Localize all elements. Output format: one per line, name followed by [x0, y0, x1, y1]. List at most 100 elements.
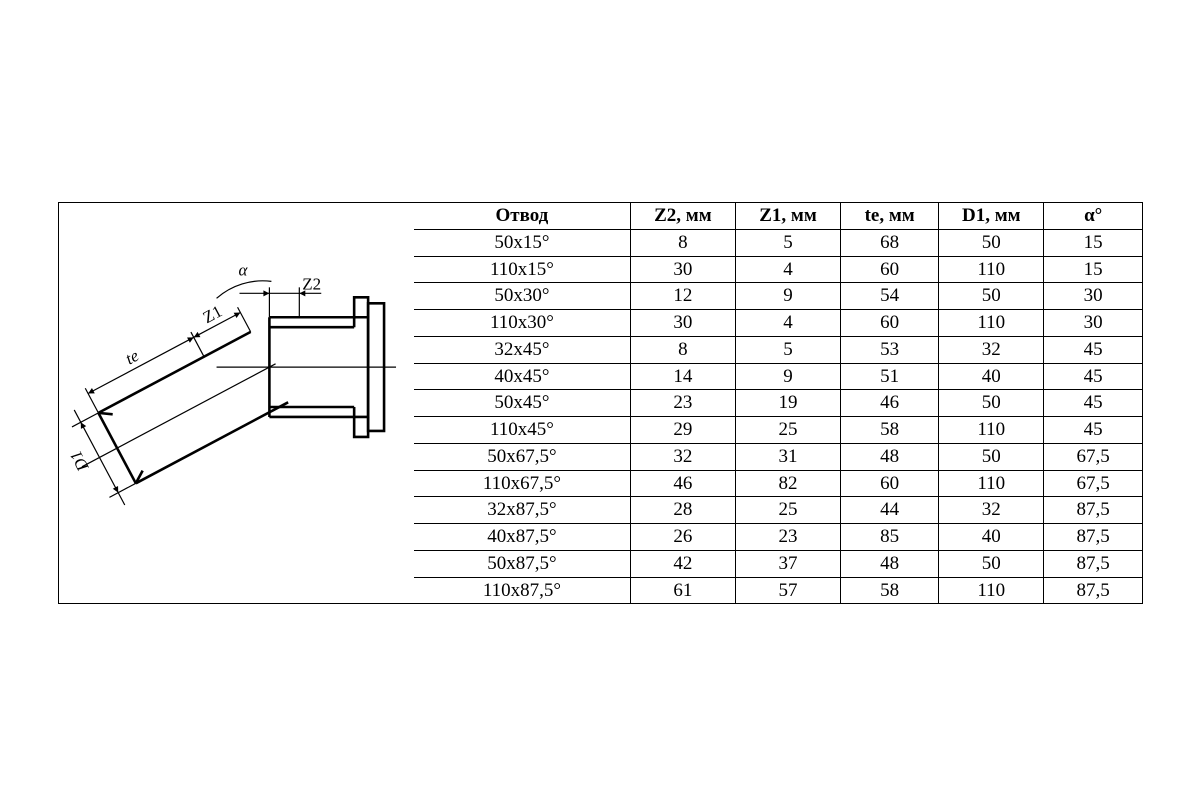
- col-header: D1, мм: [939, 203, 1044, 229]
- cell: 23: [735, 524, 840, 551]
- cell: 110: [939, 256, 1044, 283]
- cell: 50: [939, 390, 1044, 417]
- cell: 28: [630, 497, 735, 524]
- table-row: 50x67,5° 32 31 48 50 67,5: [414, 443, 1142, 470]
- cell: 46: [841, 390, 939, 417]
- cell: 68: [841, 229, 939, 256]
- cell: 32: [939, 336, 1044, 363]
- diagram-label-z1: Z1: [200, 302, 226, 328]
- cell: 50: [939, 443, 1044, 470]
- cell: 110: [939, 417, 1044, 444]
- cell: 110x15°: [414, 256, 630, 283]
- cell: 48: [841, 443, 939, 470]
- page: α Z2 Z1 te D1 Отвод Z2, мм: [0, 0, 1200, 800]
- cell: 87,5: [1044, 497, 1142, 524]
- cell: 87,5: [1044, 524, 1142, 551]
- cell: 30: [630, 310, 735, 337]
- diagram-label-z2: Z2: [302, 274, 321, 293]
- cell: 60: [841, 470, 939, 497]
- cell: 85: [841, 524, 939, 551]
- pipe-elbow-diagram: α Z2 Z1 te D1: [67, 243, 406, 563]
- cell: 40: [939, 524, 1044, 551]
- cell: 110: [939, 577, 1044, 603]
- cell: 58: [841, 577, 939, 603]
- diagram-label-alpha: α: [238, 261, 248, 280]
- cell: 25: [735, 417, 840, 444]
- cell: 67,5: [1044, 470, 1142, 497]
- table-row: 110x15° 30 4 60 110 15: [414, 256, 1142, 283]
- cell: 45: [1044, 363, 1142, 390]
- cell: 30: [630, 256, 735, 283]
- cell: 4: [735, 310, 840, 337]
- cell: 26: [630, 524, 735, 551]
- cell: 110: [939, 470, 1044, 497]
- cell: 30: [1044, 310, 1142, 337]
- table-row: 50x30° 12 9 54 50 30: [414, 283, 1142, 310]
- cell: 23: [630, 390, 735, 417]
- cell: 50x67,5°: [414, 443, 630, 470]
- diagram-label-d1: D1: [67, 447, 93, 475]
- cell: 50: [939, 283, 1044, 310]
- spec-table-wrapper: Отвод Z2, мм Z1, мм te, мм D1, мм α° 50x…: [414, 203, 1142, 603]
- cell: 53: [841, 336, 939, 363]
- diagram-cell: α Z2 Z1 te D1: [59, 203, 414, 603]
- spec-table: Отвод Z2, мм Z1, мм te, мм D1, мм α° 50x…: [414, 203, 1142, 603]
- cell: 42: [630, 550, 735, 577]
- cell: 8: [630, 336, 735, 363]
- table-row: 32x87,5° 28 25 44 32 87,5: [414, 497, 1142, 524]
- cell: 50: [939, 550, 1044, 577]
- table-row: 50x87,5° 42 37 48 50 87,5: [414, 550, 1142, 577]
- cell: 67,5: [1044, 443, 1142, 470]
- cell: 60: [841, 310, 939, 337]
- cell: 12: [630, 283, 735, 310]
- cell: 110x67,5°: [414, 470, 630, 497]
- cell: 5: [735, 229, 840, 256]
- content-frame: α Z2 Z1 te D1 Отвод Z2, мм: [58, 202, 1143, 604]
- cell: 51: [841, 363, 939, 390]
- cell: 30: [1044, 283, 1142, 310]
- cell: 32: [630, 443, 735, 470]
- cell: 45: [1044, 390, 1142, 417]
- cell: 15: [1044, 229, 1142, 256]
- cell: 31: [735, 443, 840, 470]
- cell: 32x87,5°: [414, 497, 630, 524]
- table-row: 32x45° 8 5 53 32 45: [414, 336, 1142, 363]
- cell: 9: [735, 283, 840, 310]
- cell: 8: [630, 229, 735, 256]
- col-header: α°: [1044, 203, 1142, 229]
- cell: 48: [841, 550, 939, 577]
- table-row: 110x87,5° 61 57 58 110 87,5: [414, 577, 1142, 603]
- cell: 60: [841, 256, 939, 283]
- cell: 57: [735, 577, 840, 603]
- cell: 87,5: [1044, 550, 1142, 577]
- cell: 110x87,5°: [414, 577, 630, 603]
- diagram-label-te: te: [122, 346, 142, 369]
- cell: 46: [630, 470, 735, 497]
- cell: 50x87,5°: [414, 550, 630, 577]
- cell: 5: [735, 336, 840, 363]
- cell: 50x45°: [414, 390, 630, 417]
- cell: 110x30°: [414, 310, 630, 337]
- table-row: 50x15° 8 5 68 50 15: [414, 229, 1142, 256]
- col-header: Отвод: [414, 203, 630, 229]
- cell: 61: [630, 577, 735, 603]
- cell: 82: [735, 470, 840, 497]
- table-row: 40x87,5° 26 23 85 40 87,5: [414, 524, 1142, 551]
- cell: 50x30°: [414, 283, 630, 310]
- cell: 40: [939, 363, 1044, 390]
- cell: 40x87,5°: [414, 524, 630, 551]
- cell: 58: [841, 417, 939, 444]
- cell: 54: [841, 283, 939, 310]
- cell: 32: [939, 497, 1044, 524]
- col-header: Z2, мм: [630, 203, 735, 229]
- table-row: 50x45° 23 19 46 50 45: [414, 390, 1142, 417]
- table-row: 110x45° 29 25 58 110 45: [414, 417, 1142, 444]
- cell: 19: [735, 390, 840, 417]
- cell: 14: [630, 363, 735, 390]
- spec-table-header-row: Отвод Z2, мм Z1, мм te, мм D1, мм α°: [414, 203, 1142, 229]
- cell: 50: [939, 229, 1044, 256]
- cell: 9: [735, 363, 840, 390]
- cell: 44: [841, 497, 939, 524]
- cell: 40x45°: [414, 363, 630, 390]
- cell: 50x15°: [414, 229, 630, 256]
